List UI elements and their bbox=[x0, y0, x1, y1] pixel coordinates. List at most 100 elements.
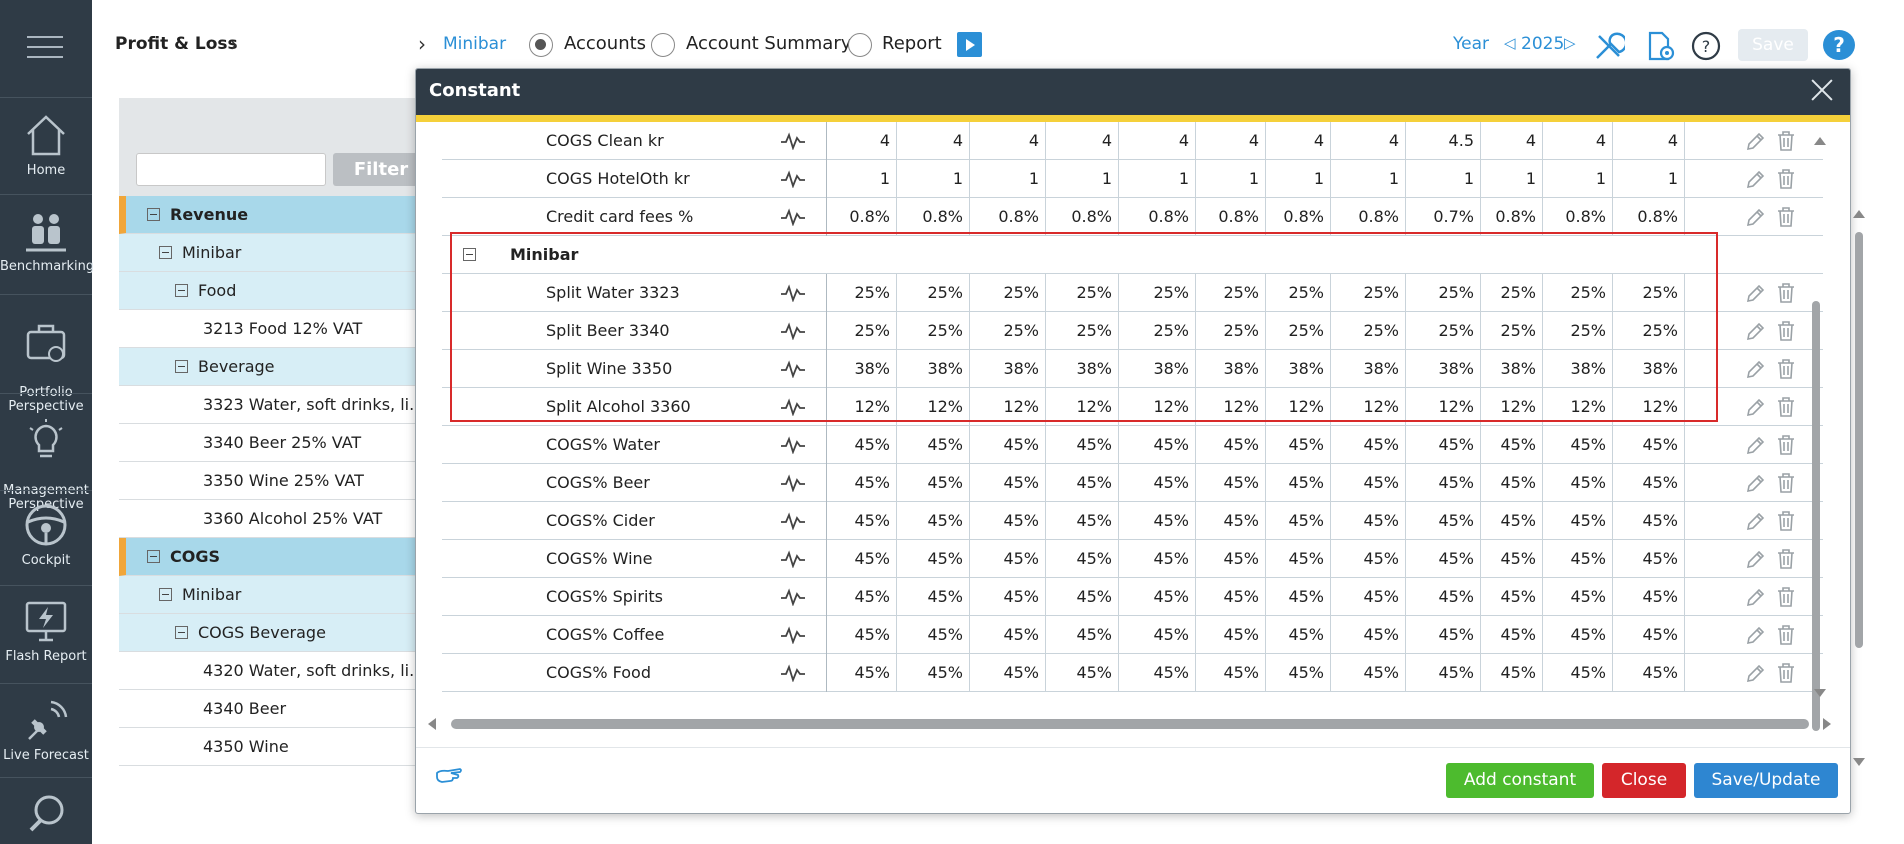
value-cell[interactable]: 45% bbox=[1119, 540, 1196, 578]
value-cell[interactable]: 45% bbox=[970, 426, 1046, 464]
value-cell[interactable]: 45% bbox=[1613, 464, 1685, 502]
value-cell[interactable]: 12% bbox=[1046, 388, 1119, 426]
value-cell[interactable]: 0.8% bbox=[970, 198, 1046, 236]
value-cell[interactable]: 12% bbox=[1406, 388, 1481, 426]
value-cell[interactable]: 45% bbox=[827, 578, 897, 616]
collapse-icon[interactable] bbox=[159, 246, 172, 259]
scroll-left-icon[interactable] bbox=[428, 718, 436, 730]
value-cell[interactable]: 1 bbox=[1331, 160, 1406, 198]
radio-label-report[interactable]: Report bbox=[882, 33, 942, 54]
constant-row[interactable]: COGS% Spirits 45% 45% 45% 45% 45% 45% 45% 45% 45%… bbox=[442, 578, 1823, 616]
value-cell[interactable]: 45% bbox=[1266, 578, 1331, 616]
year-next-icon[interactable]: ▷ bbox=[1564, 34, 1576, 52]
radio-report[interactable] bbox=[848, 33, 872, 57]
delete-icon[interactable] bbox=[1776, 624, 1796, 650]
tree-row[interactable]: 3323 Water, soft drinks, li... bbox=[119, 386, 429, 424]
constant-row[interactable]: COGS Clean kr 4 4 4 4 4 4 4 4 4.5 4 4 4 bbox=[442, 122, 1823, 160]
value-cell[interactable]: 25% bbox=[1266, 312, 1331, 350]
value-cell[interactable]: 4 bbox=[1119, 122, 1196, 160]
value-cell[interactable]: 0.8% bbox=[1331, 198, 1406, 236]
value-cell[interactable]: 25% bbox=[827, 312, 897, 350]
value-cell[interactable]: 45% bbox=[1543, 654, 1613, 692]
tree-row[interactable]: 4350 Wine bbox=[119, 728, 429, 766]
tree-row[interactable]: 3350 Wine 25% VAT bbox=[119, 462, 429, 500]
horizontal-scrollbar[interactable] bbox=[451, 719, 1809, 729]
trend-chart-icon[interactable] bbox=[780, 360, 806, 382]
value-cell[interactable]: 25% bbox=[1119, 312, 1196, 350]
period-label[interactable]: Year bbox=[1453, 34, 1489, 54]
save-update-button[interactable]: Save/Update bbox=[1694, 763, 1838, 798]
tree-row[interactable]: 3213 Food 12% VAT bbox=[119, 310, 429, 348]
value-cell[interactable]: 45% bbox=[1119, 426, 1196, 464]
value-cell[interactable]: 12% bbox=[1331, 388, 1406, 426]
value-cell[interactable]: 45% bbox=[1331, 616, 1406, 654]
value-cell[interactable]: 45% bbox=[1196, 502, 1266, 540]
collapse-icon[interactable] bbox=[175, 360, 188, 373]
value-cell[interactable]: 1 bbox=[1613, 160, 1685, 198]
collapse-icon[interactable] bbox=[147, 208, 160, 221]
trend-chart-icon[interactable] bbox=[780, 398, 806, 420]
value-cell[interactable]: 25% bbox=[1119, 274, 1196, 312]
value-cell[interactable]: 45% bbox=[1481, 616, 1543, 654]
value-cell[interactable]: 25% bbox=[897, 274, 970, 312]
hand-pointer-icon[interactable] bbox=[434, 765, 464, 787]
constant-row[interactable]: Split Alcohol 3360 12% 12% 12% 12% 12% 12% 12% 1… bbox=[442, 388, 1823, 426]
constant-row[interactable]: COGS% Food 45% 45% 45% 45% 45% 45% 45% 45% 45% 45%… bbox=[442, 654, 1823, 692]
document-settings-icon[interactable] bbox=[1644, 30, 1676, 62]
value-cell[interactable]: 45% bbox=[1543, 426, 1613, 464]
nav-item-flash-report[interactable]: Flash Report bbox=[0, 600, 92, 664]
value-cell[interactable]: 25% bbox=[1406, 312, 1481, 350]
value-cell[interactable]: 4 bbox=[1196, 122, 1266, 160]
chat-help-icon[interactable]: ? bbox=[1823, 30, 1855, 60]
edit-icon[interactable] bbox=[1744, 359, 1766, 385]
value-cell[interactable]: 25% bbox=[970, 312, 1046, 350]
value-cell[interactable]: 25% bbox=[1331, 274, 1406, 312]
value-cell[interactable]: 45% bbox=[1119, 464, 1196, 502]
value-cell[interactable]: 1 bbox=[1046, 160, 1119, 198]
value-cell[interactable]: 45% bbox=[897, 426, 970, 464]
value-cell[interactable]: 25% bbox=[827, 274, 897, 312]
value-cell[interactable]: 45% bbox=[1406, 502, 1481, 540]
delete-icon[interactable] bbox=[1776, 472, 1796, 498]
edit-icon[interactable] bbox=[1744, 321, 1766, 347]
edit-icon[interactable] bbox=[1744, 511, 1766, 537]
value-cell[interactable]: 4 bbox=[1266, 122, 1331, 160]
value-cell[interactable]: 45% bbox=[1046, 540, 1119, 578]
collapse-icon[interactable] bbox=[159, 588, 172, 601]
trend-chart-icon[interactable] bbox=[780, 284, 806, 306]
value-cell[interactable]: 45% bbox=[1406, 464, 1481, 502]
delete-icon[interactable] bbox=[1776, 586, 1796, 612]
value-cell[interactable]: 45% bbox=[1046, 654, 1119, 692]
value-cell[interactable]: 38% bbox=[1266, 350, 1331, 388]
value-cell[interactable]: 0.7% bbox=[1406, 198, 1481, 236]
value-cell[interactable]: 25% bbox=[1613, 274, 1685, 312]
value-cell[interactable]: 38% bbox=[1331, 350, 1406, 388]
value-cell[interactable]: 45% bbox=[1543, 540, 1613, 578]
edit-icon[interactable] bbox=[1744, 283, 1766, 309]
value-cell[interactable]: 1 bbox=[1406, 160, 1481, 198]
value-cell[interactable]: 45% bbox=[1331, 502, 1406, 540]
delete-icon[interactable] bbox=[1776, 396, 1796, 422]
value-cell[interactable]: 45% bbox=[1046, 502, 1119, 540]
nav-item-benchmarking[interactable]: Benchmarking bbox=[0, 210, 94, 274]
edit-icon[interactable] bbox=[1744, 549, 1766, 575]
edit-icon[interactable] bbox=[1744, 663, 1766, 689]
page-scroll-up-icon[interactable] bbox=[1853, 210, 1865, 218]
delete-icon[interactable] bbox=[1776, 358, 1796, 384]
delete-icon[interactable] bbox=[1776, 320, 1796, 346]
value-cell[interactable]: 45% bbox=[1046, 578, 1119, 616]
delete-icon[interactable] bbox=[1776, 662, 1796, 688]
tools-icon[interactable] bbox=[1593, 30, 1625, 62]
value-cell[interactable]: 38% bbox=[1196, 350, 1266, 388]
delete-icon[interactable] bbox=[1776, 130, 1796, 156]
value-cell[interactable]: 45% bbox=[827, 616, 897, 654]
breadcrumb-minibar-link[interactable]: Minibar bbox=[443, 34, 507, 54]
value-cell[interactable]: 12% bbox=[827, 388, 897, 426]
value-cell[interactable]: 45% bbox=[897, 540, 970, 578]
value-cell[interactable]: 45% bbox=[1119, 654, 1196, 692]
value-cell[interactable]: 25% bbox=[1481, 312, 1543, 350]
value-cell[interactable]: 38% bbox=[1406, 350, 1481, 388]
value-cell[interactable]: 38% bbox=[1543, 350, 1613, 388]
value-cell[interactable]: 4 bbox=[1613, 122, 1685, 160]
nav-item-extra[interactable] bbox=[0, 790, 92, 842]
